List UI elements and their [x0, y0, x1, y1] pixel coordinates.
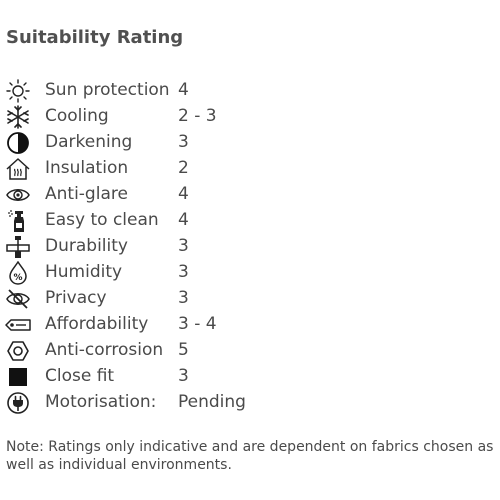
filled-square-icon [5, 365, 31, 389]
svg-text:%: % [13, 273, 22, 283]
rating-label: Sun protection [45, 80, 170, 100]
page-title: Suitability Rating [6, 27, 184, 48]
disclaimer-note: Note: Ratings only indicative and are de… [6, 439, 494, 473]
spray-bottle-icon [5, 209, 31, 233]
rating-label: Anti-corrosion [45, 340, 164, 360]
rating-value: 3 [178, 236, 189, 256]
rating-label: Anti-glare [45, 184, 128, 204]
rating-value: 4 [178, 184, 189, 204]
rating-value: 3 - 4 [178, 314, 217, 334]
rating-value: 2 [178, 158, 189, 178]
rating-value: 3 [178, 132, 189, 152]
rating-value: 3 [178, 288, 189, 308]
rating-row-privacy: Privacy 3 [0, 286, 500, 312]
rating-row-durability: Durability 3 [0, 234, 500, 260]
rating-value: 4 [178, 80, 189, 100]
rating-value: 5 [178, 340, 189, 360]
rating-label: Privacy [45, 288, 107, 308]
rating-row-anti-corrosion: Anti-corrosion 5 [0, 338, 500, 364]
eye-icon [5, 183, 31, 207]
rating-label: Durability [45, 236, 128, 256]
half-circle-icon [5, 131, 31, 155]
house-heat-icon [5, 157, 31, 181]
rating-label: Affordability [45, 314, 149, 334]
rating-row-darkening: Darkening 3 [0, 130, 500, 156]
rating-row-humidity: % Humidity 3 [0, 260, 500, 286]
rating-label: Darkening [45, 132, 133, 152]
rating-label: Insulation [45, 158, 129, 178]
snowflake-icon [5, 105, 31, 129]
rating-value: 4 [178, 210, 189, 230]
rating-label: Close fit [45, 366, 115, 386]
eye-slash-icon [5, 287, 31, 311]
rating-row-close-fit: Close fit 3 [0, 364, 500, 390]
rating-value: 2 - 3 [178, 106, 217, 126]
rating-value: 3 [178, 262, 189, 282]
rating-label: Cooling [45, 106, 109, 126]
price-tag-icon [5, 313, 31, 337]
rating-value: 3 [178, 366, 189, 386]
rating-row-easy-to-clean: Easy to clean 4 [0, 208, 500, 234]
humidity-drop-icon: % [5, 261, 31, 285]
rating-row-insulation: Insulation 2 [0, 156, 500, 182]
sun-icon [5, 79, 31, 103]
rating-label: Motorisation: [45, 392, 157, 412]
rating-row-motorisation: Motorisation: Pending [0, 390, 500, 416]
rating-value: Pending [178, 392, 246, 412]
rating-label: Easy to clean [45, 210, 159, 230]
rating-row-sun-protection: Sun protection 4 [0, 78, 500, 104]
rating-row-cooling: Cooling 2 - 3 [0, 104, 500, 130]
power-plug-icon [5, 391, 31, 415]
rating-row-anti-glare: Anti-glare 4 [0, 182, 500, 208]
rating-row-affordability: Affordability 3 - 4 [0, 312, 500, 338]
rating-label: Humidity [45, 262, 123, 282]
weight-icon [5, 235, 31, 259]
hexagon-nut-icon [5, 339, 31, 363]
